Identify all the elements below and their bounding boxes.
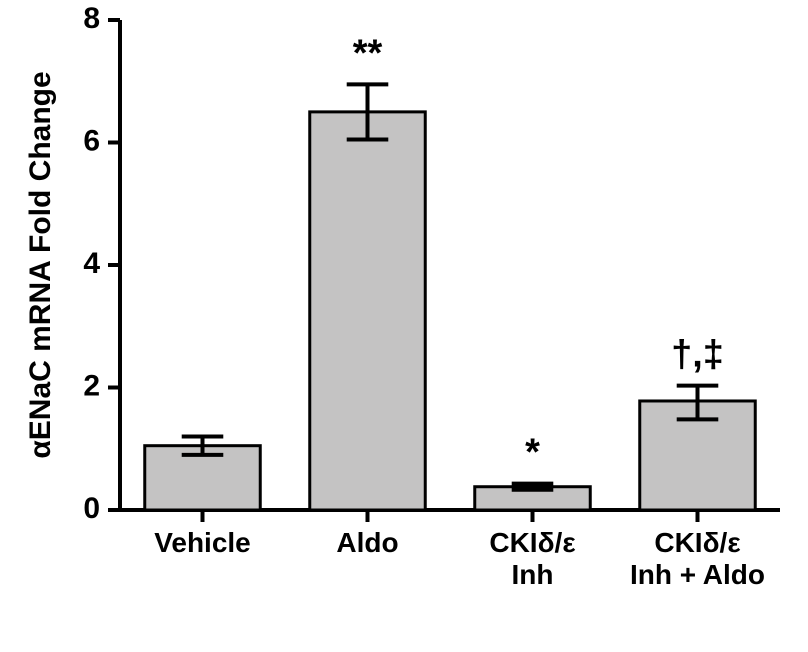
y-axis-label: αENaC mRNA Fold Change xyxy=(24,71,57,458)
y-tick-label: 2 xyxy=(83,369,100,402)
bar xyxy=(310,112,426,510)
chart-container: 0 2 4 6 8 αENaC mRNA Fold Change Vehicle ** Aldo… xyxy=(0,0,808,652)
x-tick-label: Aldo xyxy=(336,527,398,558)
significance-label: * xyxy=(525,432,540,474)
bar-chart: 0 2 4 6 8 αENaC mRNA Fold Change Vehicle ** Aldo… xyxy=(0,0,808,652)
significance-label: †,‡ xyxy=(671,334,724,376)
y-tick-label: 0 xyxy=(83,492,100,525)
significance-label: ** xyxy=(353,32,383,74)
y-tick-label: 4 xyxy=(83,247,100,280)
y-tick-label: 8 xyxy=(83,2,100,35)
x-tick-label: Vehicle xyxy=(154,527,251,558)
y-tick-label: 6 xyxy=(83,124,100,157)
